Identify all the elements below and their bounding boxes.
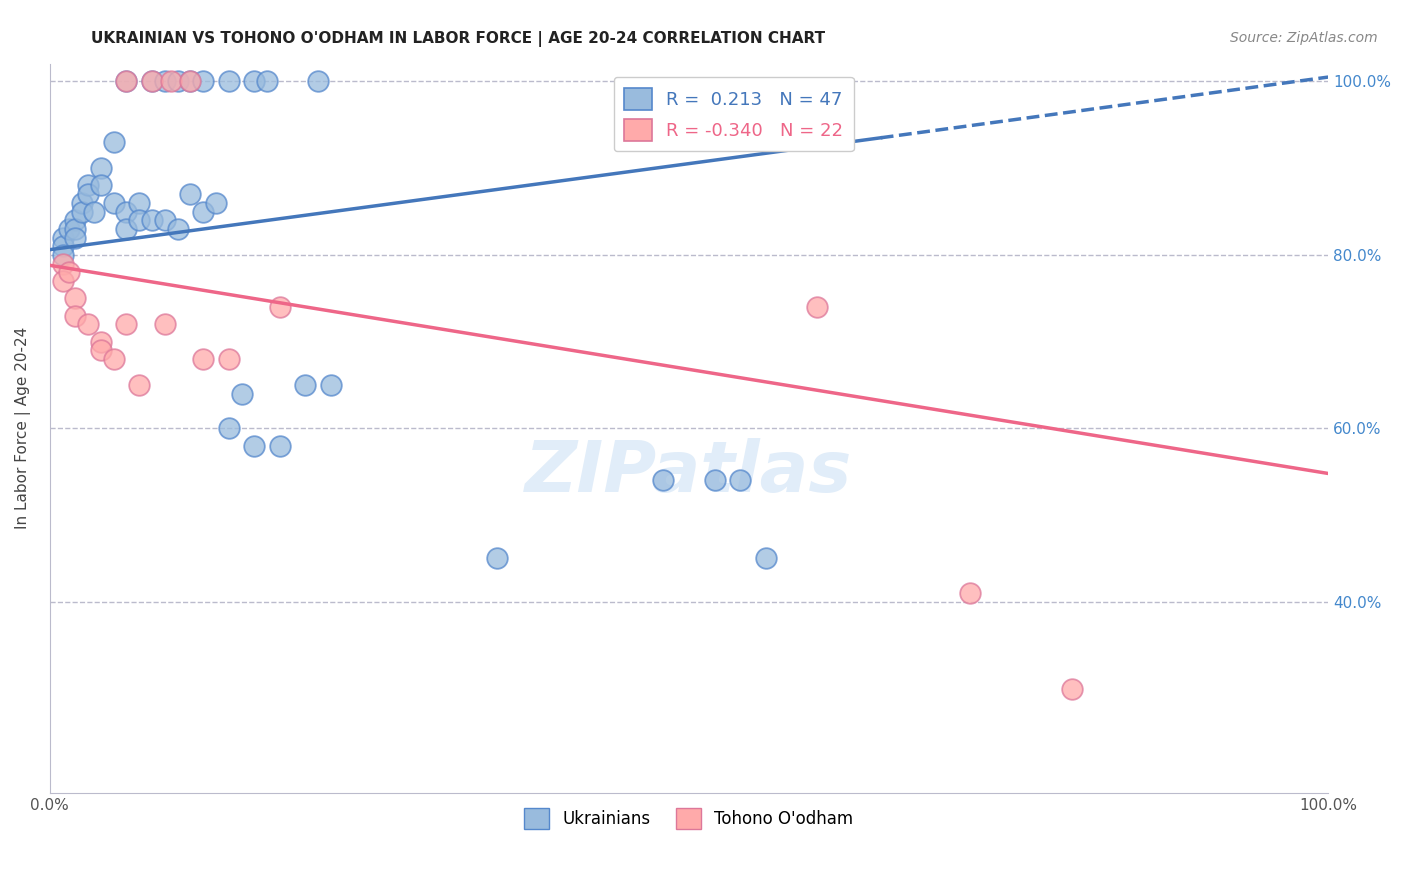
Point [65,291,87,305]
Point [205,195,228,210]
Point [51,230,73,244]
Point [115,204,138,219]
Point [65,309,87,323]
Point [652,474,675,488]
Point [77,318,100,332]
Point [51,239,73,253]
Point [90,334,112,349]
Point [77,187,100,202]
Point [959,586,981,600]
Point [243,74,266,88]
Point [703,474,725,488]
Point [128,378,150,392]
Point [294,378,316,392]
Point [179,74,201,88]
Point [755,551,778,566]
Point [307,74,329,88]
Point [51,256,73,270]
Y-axis label: In Labor Force | Age 20-24: In Labor Force | Age 20-24 [15,327,31,530]
Text: UKRAINIAN VS TOHONO O'ODHAM IN LABOR FORCE | AGE 20-24 CORRELATION CHART: UKRAINIAN VS TOHONO O'ODHAM IN LABOR FOR… [91,31,825,47]
Text: Source: ZipAtlas.com: Source: ZipAtlas.com [1230,31,1378,45]
Point [51,274,73,288]
Point [77,178,100,193]
Point [51,248,73,262]
Point [218,351,240,366]
Point [58,222,80,236]
Point [1062,681,1084,696]
Point [141,74,163,88]
Point [115,222,138,236]
Point [269,300,291,314]
Point [256,74,278,88]
Point [806,300,828,314]
Point [166,74,188,88]
Text: ZIPatlas: ZIPatlas [526,438,852,507]
Point [141,213,163,227]
Point [90,178,112,193]
Point [153,213,176,227]
Point [153,318,176,332]
Point [191,351,214,366]
Point [486,551,509,566]
Point [243,439,266,453]
Point [115,74,138,88]
Point [83,204,105,219]
Point [179,187,201,202]
Point [166,222,188,236]
Point [128,213,150,227]
Point [179,74,201,88]
Point [191,74,214,88]
Point [103,351,125,366]
Point [65,213,87,227]
Point [319,378,342,392]
Legend: Ukrainians, Tohono O'odham: Ukrainians, Tohono O'odham [517,802,860,835]
Point [65,222,87,236]
Point [269,439,291,453]
Point [70,204,93,219]
Point [103,135,125,149]
Point [153,74,176,88]
Point [70,195,93,210]
Point [90,161,112,176]
Point [191,204,214,219]
Point [115,318,138,332]
Point [58,265,80,279]
Point [218,421,240,435]
Point [141,74,163,88]
Point [218,74,240,88]
Point [103,195,125,210]
Point [128,195,150,210]
Point [90,343,112,358]
Point [728,474,751,488]
Point [115,74,138,88]
Point [65,230,87,244]
Point [231,386,253,401]
Point [160,74,183,88]
